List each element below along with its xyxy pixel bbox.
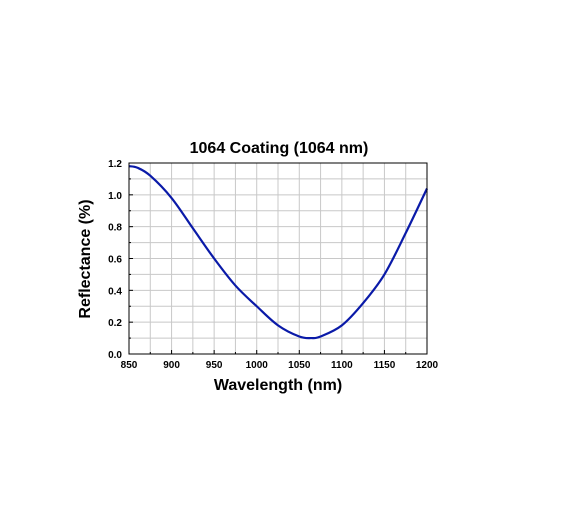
- chart-title: 1064 Coating (1064 nm): [190, 140, 369, 157]
- y-tick-label: 1.0: [108, 191, 122, 202]
- x-tick-label: 1050: [288, 360, 311, 371]
- y-axis-label: Reflectance (%): [77, 199, 94, 318]
- x-tick-label: 1200: [416, 360, 439, 371]
- x-tick-label: 900: [163, 360, 180, 371]
- gridlines: [129, 163, 427, 354]
- x-tick-label: 850: [121, 360, 138, 371]
- y-tick-label: 0.6: [108, 255, 122, 266]
- series-layer: [128, 165, 428, 340]
- x-tick-label: 1100: [331, 360, 353, 371]
- plot-frame: [128, 162, 428, 355]
- y-tick-label: 1.2: [108, 159, 122, 170]
- y-tick-label: 0.4: [108, 286, 122, 297]
- series-line-reflectance: [128, 165, 428, 340]
- x-tick-label: 950: [206, 360, 223, 371]
- x-axis-label: Wavelength (nm): [214, 377, 342, 394]
- y-tick-label: 0.2: [108, 318, 122, 329]
- x-tick-label: 1000: [246, 360, 269, 371]
- y-tick-label: 0.8: [108, 223, 122, 234]
- ticks: 850 900 950 1000 1050 1100 1150 1200 0.0 0.2 0.4 0.…: [108, 159, 438, 371]
- x-tick-label: 1150: [374, 360, 396, 371]
- y-tick-label: 0.0: [108, 350, 122, 361]
